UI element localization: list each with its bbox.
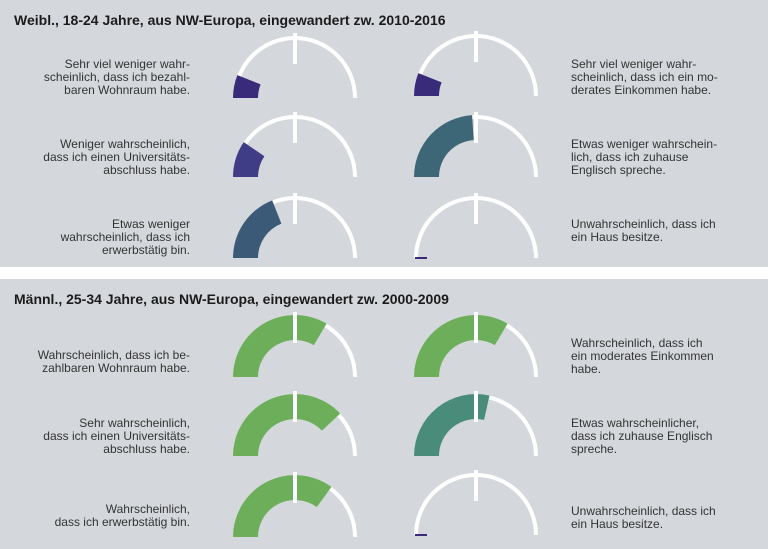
panel-female: Weibl., 18-24 Jahre, aus NW-Europa, eing… <box>0 0 768 267</box>
gauge-value-band <box>233 393 341 456</box>
gauge-value-band <box>233 314 327 377</box>
panel-title: Weibl., 18-24 Jahre, aus NW-Europa, eing… <box>14 12 446 28</box>
gauge-0-2 <box>233 112 357 178</box>
gauge-midpoint-tick <box>293 391 297 422</box>
gauge-value-band <box>414 115 474 177</box>
panel-title: Männl., 25-34 Jahre, aus NW-Europa, eing… <box>14 291 449 307</box>
gauge-0-4 <box>233 193 357 259</box>
gauge-midpoint-tick <box>474 31 478 62</box>
gauge-label: Etwas wahrscheinlicher, dass ich zuhause… <box>571 416 713 456</box>
gauge-label: Wahrscheinlich, dass ich ein moderates E… <box>571 336 714 376</box>
gauge-midpoint-tick <box>293 312 297 343</box>
gauge-label: Etwas weniger wahrscheinlich, dass ich e… <box>60 217 190 257</box>
gauge-label: Etwas weniger wahrschein- lich, dass ich… <box>571 137 718 177</box>
gauge-0-3 <box>414 112 538 178</box>
panel-male: Männl., 25-34 Jahre, aus NW-Europa, eing… <box>0 279 768 549</box>
gauge-value-band <box>233 475 332 537</box>
gauge-1-2 <box>233 391 357 457</box>
gauge-1-5 <box>414 470 538 536</box>
gauge-label: Wahrscheinlich, dass ich erwerbstätig bi… <box>54 502 190 529</box>
gauge-midpoint-tick <box>474 193 478 224</box>
gauge-value-band <box>233 200 282 258</box>
gauge-midpoint-tick <box>474 312 478 343</box>
gauge-1-4 <box>233 472 357 538</box>
gauge-label: Unwahrscheinlich, dass ich ein Haus besi… <box>571 217 716 244</box>
gauge-zero-marker <box>415 534 427 536</box>
gauge-value-band <box>414 73 442 96</box>
gauge-value-band <box>233 142 265 177</box>
gauge-1-3 <box>414 391 538 457</box>
gauge-midpoint-tick <box>293 112 297 143</box>
gauge-midpoint-tick <box>293 193 297 224</box>
gauge-zero-marker <box>415 257 427 259</box>
panel-divider <box>0 267 768 279</box>
gauge-1-0 <box>233 312 357 378</box>
gauge-label: Unwahrscheinlich, dass ich ein Haus besi… <box>571 504 716 531</box>
gauge-label: Weniger wahrscheinlich, dass ich einen U… <box>43 137 190 177</box>
gauge-midpoint-tick <box>474 112 478 143</box>
gauge-value-band <box>414 393 490 456</box>
gauge-value-band <box>413 314 508 377</box>
gauge-0-1 <box>414 31 538 97</box>
gauge-0-5 <box>414 193 538 259</box>
gauge-midpoint-tick <box>474 470 478 501</box>
gauge-label: Sehr wahrscheinlich, dass ich einen Univ… <box>43 416 190 456</box>
gauge-label: Sehr viel weniger wahr- scheinlich, dass… <box>571 57 718 97</box>
gauge-midpoint-tick <box>293 33 297 64</box>
gauge-0-0 <box>233 33 357 99</box>
gauge-midpoint-tick <box>293 472 297 503</box>
gauge-midpoint-tick <box>474 391 478 422</box>
gauge-1-1 <box>413 312 538 378</box>
gauge-value-band <box>233 75 261 98</box>
gauge-label: Wahrscheinlich, dass ich be- zahlbaren W… <box>37 348 190 375</box>
gauge-label: Sehr viel weniger wahr- scheinlich, dass… <box>43 57 190 97</box>
